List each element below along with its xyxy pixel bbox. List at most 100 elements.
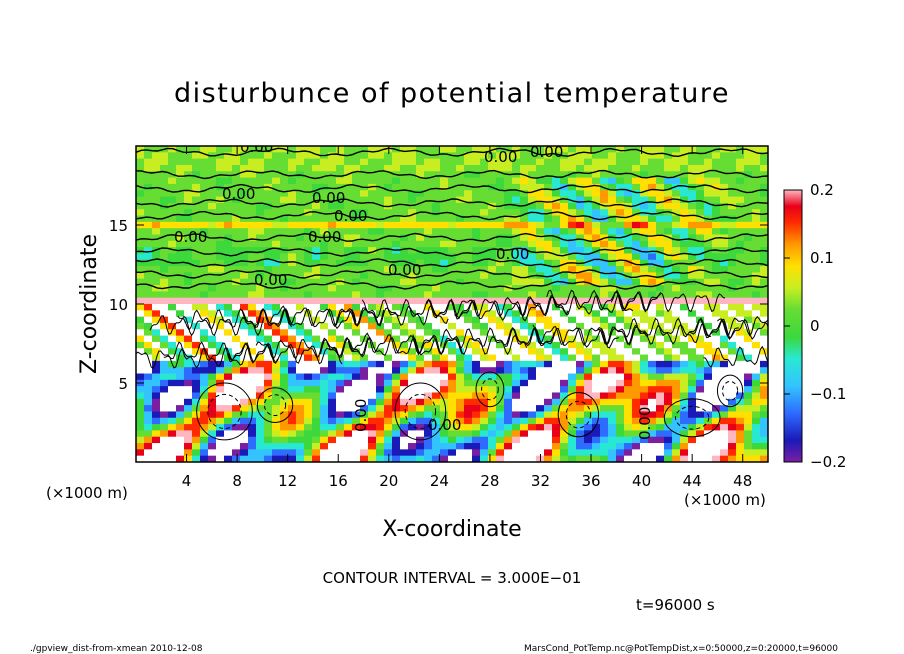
field-cell bbox=[648, 240, 657, 248]
field-cell bbox=[272, 430, 281, 438]
field-cell bbox=[256, 202, 265, 210]
field-cell bbox=[408, 247, 417, 255]
field-cell bbox=[608, 367, 617, 375]
field-cell bbox=[168, 405, 177, 413]
field-cell bbox=[376, 354, 385, 362]
field-cell bbox=[312, 215, 321, 223]
field-cell bbox=[648, 348, 657, 356]
field-cell bbox=[760, 405, 768, 413]
field-cell bbox=[320, 341, 329, 349]
field-cell bbox=[472, 367, 481, 375]
field-cell bbox=[640, 373, 649, 381]
field-cell bbox=[704, 285, 713, 292]
field-cell bbox=[688, 367, 697, 375]
field-cell bbox=[600, 430, 609, 438]
contour-loop bbox=[207, 393, 242, 430]
field-cell bbox=[536, 291, 545, 299]
field-cell bbox=[464, 247, 473, 255]
field-cell bbox=[624, 405, 633, 413]
field-cell bbox=[224, 228, 233, 236]
field-cell bbox=[528, 253, 537, 261]
field-cell bbox=[144, 240, 153, 248]
field-cell bbox=[616, 329, 625, 337]
field-cell bbox=[352, 360, 361, 368]
field-cell bbox=[424, 183, 433, 191]
field-cell bbox=[584, 247, 593, 255]
field-cell bbox=[632, 386, 641, 394]
field-cell bbox=[456, 348, 465, 356]
field-cell bbox=[288, 183, 297, 191]
field-cell bbox=[688, 354, 697, 362]
field-cell bbox=[424, 392, 433, 400]
field-cell bbox=[136, 196, 145, 204]
field-cell bbox=[224, 392, 233, 400]
field-cell bbox=[344, 253, 353, 261]
field-cell bbox=[336, 436, 345, 444]
field-cell bbox=[408, 240, 417, 248]
field-cell bbox=[688, 190, 697, 198]
field-cell bbox=[336, 373, 345, 381]
field-cell bbox=[488, 196, 497, 204]
field-cell bbox=[408, 417, 417, 425]
field-cell bbox=[472, 240, 481, 248]
field-cell bbox=[496, 449, 505, 457]
field-cell bbox=[576, 247, 585, 255]
field-cell bbox=[664, 348, 673, 356]
field-cell bbox=[184, 449, 193, 457]
field-cell bbox=[136, 392, 145, 400]
field-cell bbox=[432, 373, 441, 381]
field-cell bbox=[504, 373, 513, 381]
field-cell bbox=[384, 348, 393, 356]
field-cell bbox=[432, 304, 441, 311]
field-cell bbox=[624, 234, 633, 242]
field-cell bbox=[632, 247, 641, 255]
field-cell bbox=[216, 329, 225, 337]
field-cell bbox=[160, 449, 169, 457]
field-cell bbox=[568, 272, 577, 280]
field-cell bbox=[592, 196, 601, 204]
field-cell bbox=[336, 405, 345, 413]
field-cell bbox=[584, 322, 593, 330]
field-cell bbox=[416, 291, 425, 299]
field-cell bbox=[416, 164, 425, 172]
field-cell bbox=[384, 354, 393, 362]
field-cell bbox=[440, 228, 449, 236]
field-cell bbox=[448, 202, 457, 210]
contour-line bbox=[136, 147, 768, 158]
field-cell bbox=[336, 367, 345, 375]
field-cell bbox=[544, 398, 553, 406]
field-cell bbox=[160, 405, 169, 413]
field-cell bbox=[280, 177, 289, 185]
field-cell bbox=[520, 177, 529, 185]
field-cell bbox=[416, 247, 425, 255]
field-cell bbox=[712, 253, 721, 261]
field-cell bbox=[720, 379, 729, 387]
field-cell bbox=[312, 443, 321, 450]
field-cell bbox=[472, 228, 481, 236]
field-cell bbox=[736, 367, 745, 375]
field-cell bbox=[488, 405, 497, 413]
contour-loop bbox=[663, 398, 721, 438]
field-cell bbox=[760, 341, 768, 349]
field-cell bbox=[688, 379, 697, 387]
field-cell bbox=[376, 379, 385, 387]
contour-line bbox=[136, 247, 768, 257]
field-cell bbox=[376, 177, 385, 185]
field-cell bbox=[312, 386, 321, 394]
field-cell bbox=[512, 304, 521, 311]
field-cell bbox=[264, 146, 273, 153]
field-cell bbox=[320, 164, 329, 172]
field-cell bbox=[536, 285, 545, 292]
field-cell bbox=[600, 449, 609, 457]
field-cell bbox=[192, 297, 201, 305]
field-cell bbox=[264, 152, 273, 160]
field-cell bbox=[592, 164, 601, 172]
field-cell bbox=[288, 310, 297, 318]
field-cell bbox=[752, 367, 761, 375]
field-cell bbox=[440, 449, 449, 457]
field-cell bbox=[288, 278, 297, 286]
field-cell bbox=[632, 152, 641, 160]
field-cell bbox=[608, 348, 617, 356]
field-cell bbox=[576, 215, 585, 223]
field-cell bbox=[688, 443, 697, 450]
